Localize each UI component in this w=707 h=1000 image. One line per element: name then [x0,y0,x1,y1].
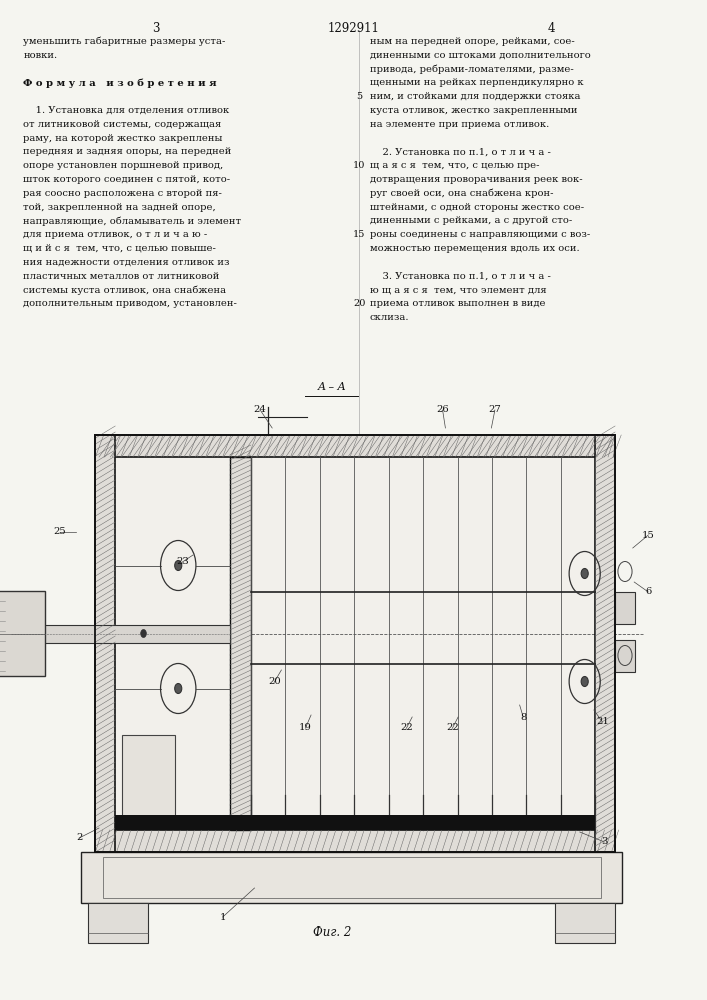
Text: 1. Установка для отделения отливок: 1. Установка для отделения отливок [23,106,230,115]
Text: 3. Установка по п.1, о т л и ч а -: 3. Установка по п.1, о т л и ч а - [370,272,551,281]
Text: для приема отливок, о т л и ч а ю -: для приема отливок, о т л и ч а ю - [23,230,208,239]
Text: диненными со штоками дополнительного: диненными со штоками дополнительного [370,51,590,60]
Text: 8: 8 [520,712,527,722]
Text: 1292911: 1292911 [327,22,380,35]
Text: ния надежности отделения отливок из: ния надежности отделения отливок из [23,258,230,267]
Text: раму, на которой жестко закреплены: раму, на которой жестко закреплены [23,134,223,143]
Text: той, закрепленной на задней опоре,: той, закрепленной на задней опоре, [23,203,216,212]
Circle shape [175,560,182,570]
Text: можностью перемещения вдоль их оси.: можностью перемещения вдоль их оси. [370,244,579,253]
Text: пластичных металлов от литниковой: пластичных металлов от литниковой [23,272,220,281]
Bar [122,735,175,820]
Text: системы куста отливок, она снабжена: системы куста отливок, она снабжена [23,285,226,295]
Text: шток которого соединен с пятой, кото-: шток которого соединен с пятой, кото- [23,175,230,184]
Text: щ а я с я  тем, что, с целью пре-: щ а я с я тем, что, с целью пре- [370,161,539,170]
Text: 15: 15 [353,230,366,239]
Text: A – A: A – A [318,382,346,392]
Text: 26: 26 [436,406,449,414]
Text: 25: 25 [54,528,66,536]
Bar [615,591,635,624]
Text: щенными на рейках перпендикулярно к: щенными на рейках перпендикулярно к [370,78,583,87]
Text: на элементе при приема отливок.: на элементе при приема отливок. [370,120,549,129]
Bar [88,903,148,943]
Text: 4: 4 [548,22,555,35]
Bar [81,852,622,903]
Text: привода, ребрами-ломателями, разме-: привода, ребрами-ломателями, разме- [370,65,573,74]
Bar [595,435,615,852]
Text: 3: 3 [152,22,159,35]
Text: дополнительным приводом, установлен-: дополнительным приводом, установлен- [23,299,238,308]
Circle shape [581,568,588,578]
Text: 20: 20 [268,678,281,686]
Text: ю щ а я с я  тем, что элемент для: ю щ а я с я тем, что элемент для [370,285,547,294]
Bar [103,857,601,898]
Text: 6: 6 [645,587,651,596]
Text: от литниковой системы, содержащая: от литниковой системы, содержащая [23,120,221,129]
Text: приема отливок выполнен в виде: приема отливок выполнен в виде [370,299,545,308]
Text: 10: 10 [353,161,366,170]
Bar [95,435,615,457]
Text: руг своей оси, она снабжена крон-: руг своей оси, она снабжена крон- [370,189,554,198]
Text: 24: 24 [254,406,267,414]
Text: 22: 22 [446,724,459,732]
Text: уменьшить габаритные размеры уста-: уменьшить габаритные размеры уста- [23,37,226,46]
Text: новки.: новки. [23,51,57,60]
Text: 2. Установка по п.1, о т л и ч а -: 2. Установка по п.1, о т л и ч а - [370,147,551,156]
Text: 21: 21 [596,718,609,726]
Text: 15: 15 [642,530,655,540]
Bar [230,457,251,830]
Circle shape [141,630,146,638]
Text: Фиг. 2: Фиг. 2 [313,926,351,939]
Text: ным на передней опоре, рейками, сое-: ным на передней опоре, рейками, сое- [370,37,575,46]
Text: передняя и задняя опоры, на передней: передняя и задняя опоры, на передней [23,147,232,156]
Circle shape [581,676,588,686]
Bar [95,435,615,852]
Text: ним, и стойками для поддержки стояка: ним, и стойками для поддержки стояка [370,92,580,101]
Text: Ф о р м у л а   и з о б р е т е н и я: Ф о р м у л а и з о б р е т е н и я [23,78,217,88]
Text: роны соединены с направляющими с воз-: роны соединены с направляющими с воз- [370,230,590,239]
Text: 19: 19 [299,724,312,732]
Bar [95,830,615,852]
Circle shape [175,684,182,694]
Bar [95,435,115,852]
Bar [555,903,615,943]
Text: 22: 22 [400,724,413,732]
Text: дотвращения проворачивания реек вок-: дотвращения проворачивания реек вок- [370,175,583,184]
Text: диненными с рейками, а с другой сто-: диненными с рейками, а с другой сто- [370,216,572,225]
Text: 2: 2 [76,834,83,842]
Bar [0,591,45,676]
Bar [115,815,595,830]
Text: куста отливок, жестко закрепленными: куста отливок, жестко закрепленными [370,106,577,115]
Text: опоре установлен поршневой привод,: опоре установлен поршневой привод, [23,161,223,170]
Text: направляющие, обламыватель и элемент: направляющие, обламыватель и элемент [23,216,242,226]
Bar [615,640,635,672]
Text: 5: 5 [356,92,362,101]
Text: 3: 3 [601,838,608,846]
Text: 1: 1 [219,912,226,922]
Text: 27: 27 [489,406,501,414]
Bar [115,457,595,830]
Text: склиза.: склиза. [370,313,409,322]
Text: 23: 23 [176,558,189,566]
Text: штейнами, с одной стороны жестко сое-: штейнами, с одной стороны жестко сое- [370,203,584,212]
Text: 20: 20 [353,299,366,308]
Text: рая соосно расположена с второй пя-: рая соосно расположена с второй пя- [23,189,222,198]
Bar [11,624,230,643]
Text: щ и й с я  тем, что, с целью повыше-: щ и й с я тем, что, с целью повыше- [23,244,216,253]
